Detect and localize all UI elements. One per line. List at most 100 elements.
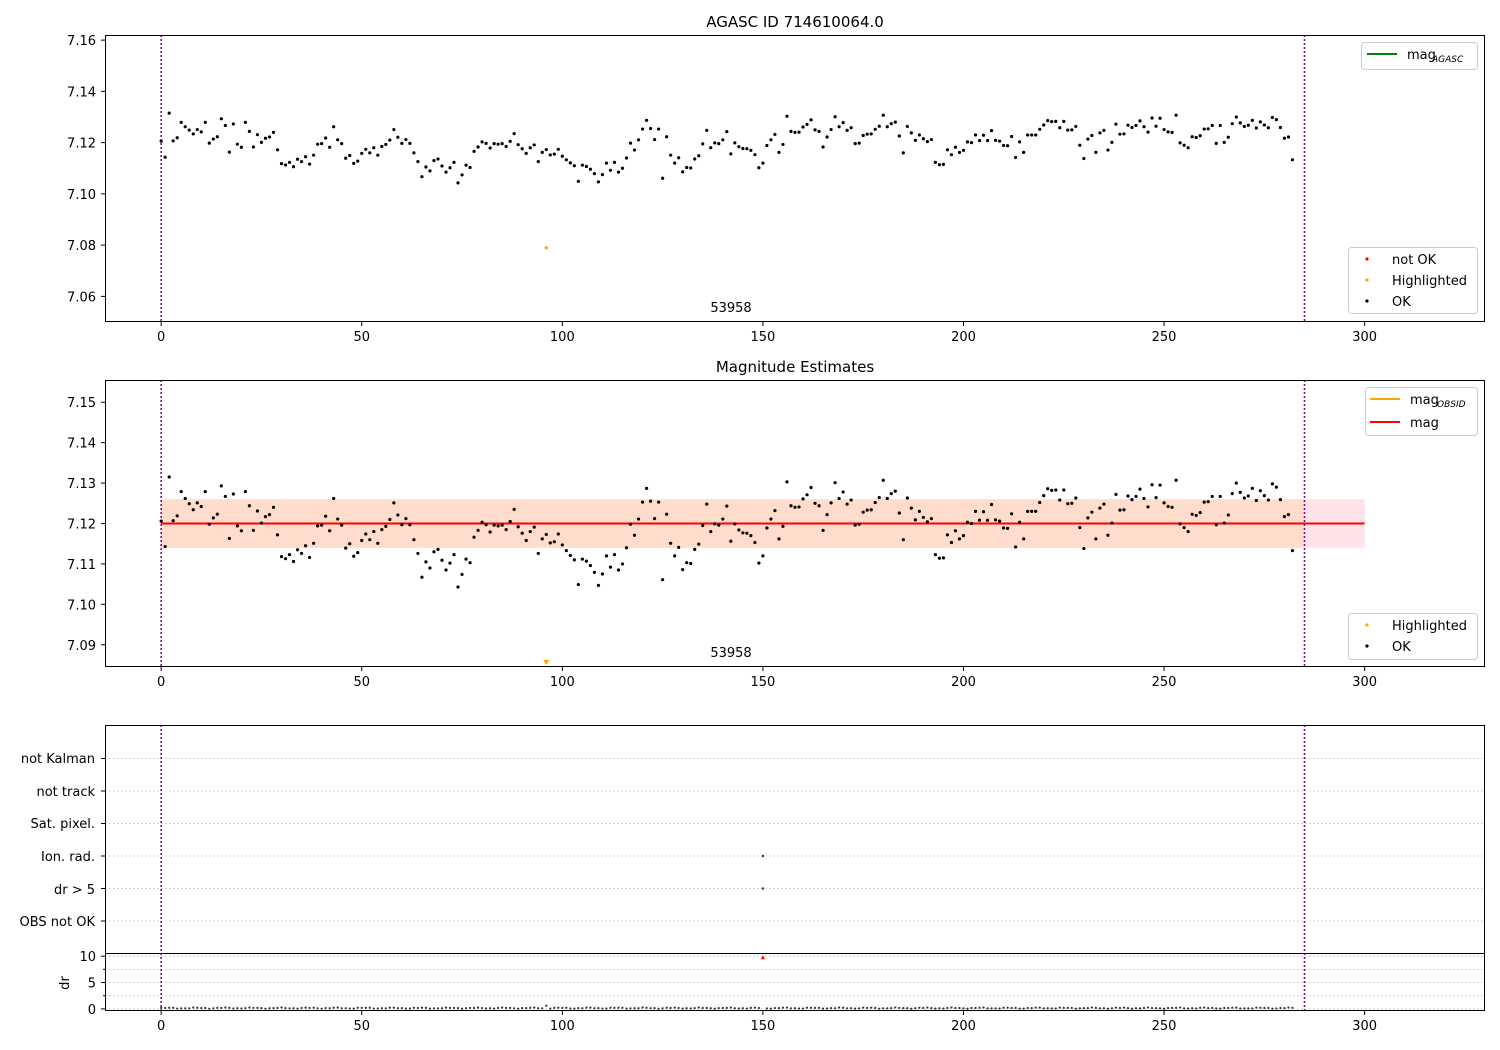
dr-point [966, 1007, 969, 1010]
estimates-ok-point [885, 496, 889, 501]
estimates-ok-point [957, 537, 962, 541]
dr-point [737, 1007, 740, 1010]
agasc-ok-point [1122, 132, 1126, 136]
agasc-ok-point [544, 147, 548, 152]
dr-point [256, 1006, 259, 1009]
agasc-ok-point [709, 146, 713, 150]
agasc-ok-point [937, 163, 942, 167]
agasc-ok-point [271, 130, 276, 134]
dr-point [1263, 1006, 1266, 1010]
estimates-ok-point [508, 519, 512, 524]
estimates-ok-point [364, 532, 368, 536]
dr-point [480, 1006, 484, 1010]
mag-agasc-legend-label: mag [1407, 48, 1436, 63]
estimates-ok-point [468, 561, 472, 565]
estimates-ok-point [853, 523, 857, 527]
mag-obsid-legend-label: mag [1410, 393, 1439, 408]
agasc-ok-point [945, 148, 950, 152]
agasc-ok-point [1174, 113, 1178, 117]
agasc-ok-point [725, 130, 729, 134]
estimates-ok-point [348, 542, 352, 546]
estimates-ok-point [677, 545, 681, 549]
dr-point [1227, 1006, 1230, 1010]
dr-point [870, 1006, 873, 1009]
agasc-ok-point [917, 133, 921, 137]
estimates-ok-point [283, 557, 288, 561]
dr-point [533, 1006, 536, 1009]
agasc-ok-point [576, 179, 580, 183]
agasc-ok-point [733, 141, 737, 145]
agasc-ok-point [295, 157, 300, 161]
estimates-ok-point [1082, 546, 1086, 551]
estimates-ok-point [989, 502, 994, 507]
dr-y-tick-label: 0 [88, 1003, 96, 1018]
agasc-ok-point [705, 128, 709, 132]
dr-point [809, 1006, 813, 1009]
agasc-ok-point [468, 165, 472, 170]
agasc-ok-point [1106, 148, 1110, 152]
agasc-ok-point [620, 166, 625, 170]
dr-point [168, 1006, 171, 1009]
agasc-ok-point [171, 139, 175, 143]
dr-point [380, 1007, 383, 1010]
dr-point [842, 1006, 845, 1009]
agasc-magnitude-panel: AGASC ID 714610064.0 0 50 100 150 200 250 300 7… [67, 13, 1485, 345]
estimates-ok-point [1094, 537, 1098, 541]
dr-point [982, 1006, 985, 1009]
dr-point [1078, 1007, 1081, 1010]
agasc-ok-point [227, 150, 231, 154]
estimates-ok-point [556, 532, 560, 536]
dr-point [673, 1006, 676, 1009]
estimates-ok-point [400, 523, 404, 527]
estimates-ok-point [648, 499, 653, 503]
estimates-ok-point [576, 582, 580, 587]
estimates-ok-point [1126, 494, 1130, 498]
agasc-ok-point [436, 157, 440, 161]
agasc-ok-point [817, 129, 821, 133]
agasc-ok-point [1202, 127, 1206, 131]
agasc-ok-point [243, 120, 248, 124]
estimates-ok-point [584, 559, 588, 563]
agasc-ok-point [404, 137, 408, 142]
estimates-ok-point [608, 565, 613, 569]
dr-point [1279, 1006, 1282, 1010]
dr-point [621, 1006, 624, 1009]
dr-point [1211, 1006, 1214, 1010]
dr-point [1187, 1007, 1190, 1010]
dr-point [906, 1007, 909, 1010]
estimates-ok-point [1254, 498, 1258, 503]
estimates-ok-point [941, 556, 946, 560]
agasc-ok-point [560, 154, 564, 158]
estimates-ok-point [528, 529, 532, 534]
estimates-ok-point [472, 535, 476, 539]
estimates-ok-point [981, 510, 986, 514]
agasc-y-tick-label: 7.12 [67, 137, 96, 152]
agasc-ok-point [219, 117, 223, 121]
estimates-ok-point [917, 509, 921, 513]
agasc-ok-point [1118, 132, 1122, 136]
agasc-ok-point [500, 142, 504, 146]
estimates-ok-point [380, 527, 384, 532]
agasc-ok-point [1086, 137, 1090, 141]
estimates-ok-point [235, 524, 239, 528]
agasc-ok-point [685, 165, 689, 170]
estimates-y-tick-label: 7.12 [67, 518, 96, 533]
agasc-ok-point [1246, 123, 1250, 127]
estimates-ok-point [837, 496, 841, 501]
estimates-ok-point [793, 505, 797, 509]
dr-point [545, 1004, 548, 1007]
estimates-ok-point [163, 544, 167, 549]
estimates-ok-point [1170, 505, 1174, 509]
agasc-ok-point [1162, 127, 1166, 132]
dr-x-tick-label: 300 [1352, 1019, 1377, 1034]
estimates-ok-point [396, 513, 400, 517]
estimates-ok-point [1242, 496, 1246, 500]
agasc-ok-point [889, 122, 893, 126]
agasc-ok-point [981, 133, 986, 137]
estimates-ok-point [195, 501, 199, 505]
agasc-ok-point [1182, 143, 1186, 147]
estimates-ok-point [1118, 508, 1122, 512]
agasc-ok-point [332, 125, 336, 129]
dr-point [489, 1007, 492, 1010]
